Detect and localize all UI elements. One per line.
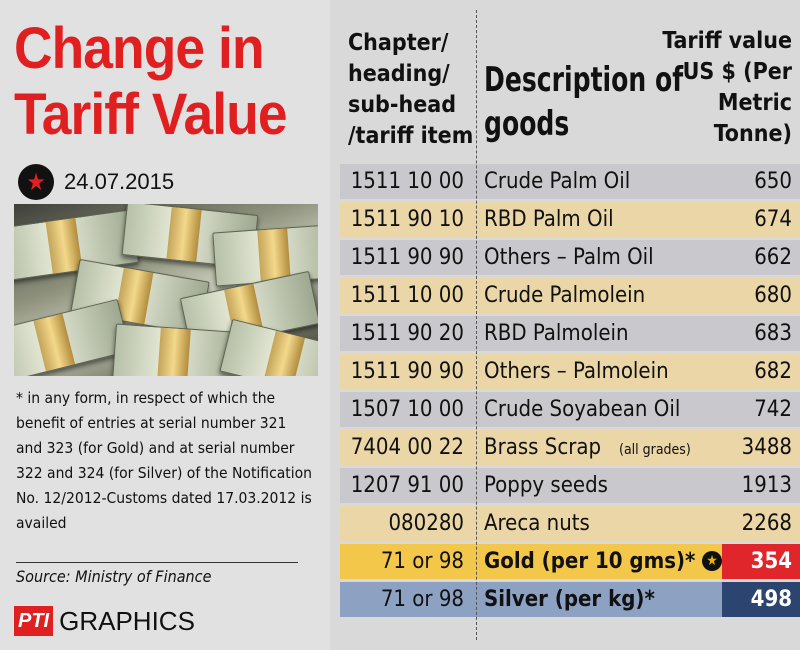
credit: PTI GRAPHICS xyxy=(14,604,195,638)
cell-value: 682 xyxy=(754,359,792,384)
cell-value: 683 xyxy=(754,321,792,346)
table-row: 1511 90 10 RBD Palm Oil 674 xyxy=(340,202,800,237)
description-text: Crude Palmolein xyxy=(484,283,646,308)
cell-value: 1913 xyxy=(741,473,792,498)
cell-description: Crude Palmolein xyxy=(484,283,645,308)
table-row: 71 or 98 Gold (per 10 gms)* ★ 354 xyxy=(340,544,800,579)
table-row: 1511 90 90 Others – Palmolein 682 xyxy=(340,354,800,389)
page-title: Change in Tariff Value xyxy=(14,16,288,147)
table-row: 1207 91 00 Poppy seeds 1913 xyxy=(340,468,800,503)
table-row: 7404 00 22 Brass Scrap (all grades) 3488 xyxy=(340,430,800,465)
date-row: ★ 24.07.2015 xyxy=(18,162,174,202)
footnote: * in any form, in respect of which the b… xyxy=(16,389,312,532)
table-row: 1511 90 90 Others – Palm Oil 662 xyxy=(340,240,800,275)
cell-description: Others – Palm Oil xyxy=(484,245,654,270)
cell-value: 650 xyxy=(754,169,792,194)
cell-code: 1511 90 20 xyxy=(350,321,464,346)
date-label: 24.07.2015 xyxy=(64,169,175,194)
table-header: Chapter/ heading/ sub-head /tariff item … xyxy=(340,0,800,162)
header-value: Tariff value US $ (Per Metric Tonne) xyxy=(662,28,792,147)
cell-description: Areca nuts xyxy=(484,511,590,536)
cell-description: Silver (per kg)* xyxy=(484,587,655,612)
cell-description: RBD Palmolein xyxy=(484,321,629,346)
cell-description: Brass Scrap (all grades) xyxy=(484,435,691,460)
cell-value: 2268 xyxy=(741,511,792,536)
cell-code: 1511 90 90 xyxy=(350,359,464,384)
cell-value: 674 xyxy=(754,207,792,232)
pti-logo: PTI xyxy=(14,606,54,636)
cell-description: Poppy seeds xyxy=(484,473,608,498)
cell-description: Gold (per 10 gms)* xyxy=(484,549,695,574)
cell-code: 1511 90 90 xyxy=(350,245,464,270)
cell-code: 71 or 98 xyxy=(380,549,464,574)
description-text: Crude Palm Oil xyxy=(484,169,631,194)
money-photo xyxy=(14,204,318,376)
description-text: Gold (per 10 gms)* xyxy=(484,549,696,574)
tariff-table: Chapter/ heading/ sub-head /tariff item … xyxy=(340,0,800,650)
description-text: Brass Scrap xyxy=(484,435,602,460)
cell-code: 1511 90 10 xyxy=(350,207,464,232)
description-text: Silver (per kg)* xyxy=(484,587,655,612)
cell-code: 1207 91 00 xyxy=(350,473,464,498)
header-description: Description of goods xyxy=(484,60,684,144)
cell-description: Crude Palm Oil xyxy=(484,169,630,194)
source-label: Source: Ministry of Finance xyxy=(16,567,212,586)
cell-code: 080280 xyxy=(388,511,464,536)
cell-value: 680 xyxy=(754,283,792,308)
credit-text: GRAPHICS xyxy=(59,605,195,636)
divider xyxy=(16,562,298,563)
cell-code: 1507 10 00 xyxy=(350,397,464,422)
description-note: (all grades) xyxy=(619,442,691,458)
cell-value: 662 xyxy=(754,245,792,270)
description-text: RBD Palmolein xyxy=(484,321,629,346)
table-row: 1511 90 20 RBD Palmolein 683 xyxy=(340,316,800,351)
cell-value: 354 xyxy=(722,544,800,579)
cell-code: 71 or 98 xyxy=(380,587,464,612)
star-icon: ★ xyxy=(702,551,722,571)
description-text: Areca nuts xyxy=(484,511,590,536)
cell-description: Crude Soyabean Oil xyxy=(484,397,680,422)
left-panel: Change in Tariff Value ★ 24.07.2015 * in… xyxy=(0,0,330,650)
description-text: Others – Palm Oil xyxy=(484,245,654,270)
table-row: 080280 Areca nuts 2268 xyxy=(340,506,800,541)
description-text: Poppy seeds xyxy=(484,473,608,498)
cell-value: 498 xyxy=(722,582,800,617)
header-code: Chapter/ heading/ sub-head /tariff item xyxy=(348,30,474,149)
description-text: Crude Soyabean Oil xyxy=(484,397,681,422)
bill-stack xyxy=(219,318,318,376)
table-row: 1507 10 00 Crude Soyabean Oil 742 xyxy=(340,392,800,427)
cell-value: 742 xyxy=(754,397,792,422)
cell-description: Others – Palmolein xyxy=(484,359,669,384)
cell-code: 1511 10 00 xyxy=(350,283,464,308)
description-text: Others – Palmolein xyxy=(484,359,669,384)
table-row: 71 or 98 Silver (per kg)* 498 xyxy=(340,582,800,617)
star-icon: ★ xyxy=(18,164,54,200)
cell-code: 7404 00 22 xyxy=(350,435,464,460)
cell-description: RBD Palm Oil xyxy=(484,207,614,232)
cell-value: 3488 xyxy=(741,435,792,460)
column-divider xyxy=(476,10,477,640)
table-row: 1511 10 00 Crude Palmolein 680 xyxy=(340,278,800,313)
table-row: 1511 10 00 Crude Palm Oil 650 xyxy=(340,164,800,199)
description-text: RBD Palm Oil xyxy=(484,207,614,232)
cell-code: 1511 10 00 xyxy=(350,169,464,194)
